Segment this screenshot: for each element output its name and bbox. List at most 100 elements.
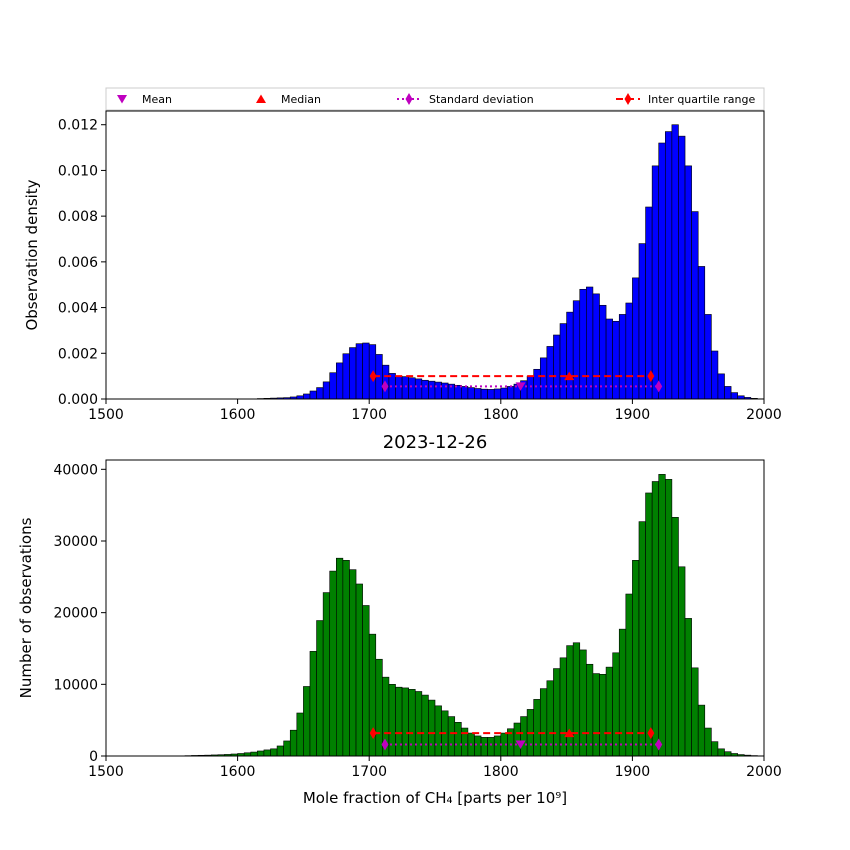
bottom-bar (533, 699, 541, 757)
top-bar (566, 311, 574, 400)
top-iqr-marker (647, 370, 655, 383)
bottom-bar (724, 751, 732, 757)
bottom-y-axis-label: Number of observations (17, 517, 35, 698)
bottom-bar (335, 557, 344, 757)
chart-title: 2023-12-26 (383, 432, 488, 453)
bottom-x-tick-label: 1700 (351, 764, 387, 780)
top-x-tick-label: 1700 (351, 407, 387, 423)
top-x-tick-label: 2000 (746, 407, 782, 423)
legend-label: Mean (142, 93, 172, 106)
legend-marker (624, 93, 632, 105)
top-bar (717, 373, 725, 400)
top-bar (730, 392, 738, 400)
bottom-bar (270, 748, 278, 757)
top-bar (592, 293, 600, 400)
bottom-bar (658, 474, 666, 757)
legend-marker (117, 95, 127, 104)
bottom-x-tick-label: 1800 (483, 764, 519, 780)
top-bar (467, 387, 475, 400)
bottom-bar (605, 666, 613, 757)
top-bar (711, 350, 719, 400)
bottom-bar (428, 699, 436, 757)
bottom-bar (480, 737, 488, 757)
bottom-bar (263, 749, 271, 757)
top-bar (697, 266, 706, 400)
top-bar (493, 388, 502, 400)
bottom-bar (487, 737, 495, 757)
bottom-summary-stats (369, 727, 663, 751)
top-bar (414, 378, 423, 400)
top-x-tick-label: 1600 (220, 407, 256, 423)
bottom-panel-counts: 1500 1600 1700 1800 1900 2000 0 10000 20000 3000… (17, 459, 782, 807)
legend-marker (405, 93, 413, 105)
bottom-bar (711, 741, 719, 757)
bottom-iqr-marker (369, 727, 377, 740)
bottom-bar (349, 569, 357, 757)
bottom-histogram-bars (184, 474, 765, 757)
legend-label: Standard deviation (429, 93, 534, 106)
bottom-bar (651, 481, 660, 757)
bottom-bar (645, 492, 653, 757)
top-bar (724, 386, 732, 400)
bottom-bar (513, 722, 521, 757)
bottom-bar (329, 570, 337, 757)
top-bar (553, 334, 561, 400)
bottom-bar (414, 691, 423, 757)
bottom-iqr-marker (647, 727, 655, 740)
top-bar (651, 165, 660, 400)
bottom-std-marker (381, 738, 389, 751)
top-bar (322, 381, 331, 400)
bottom-bar (474, 735, 482, 757)
bottom-bar (250, 751, 258, 757)
bottom-bar (697, 704, 706, 757)
legend-item: Inter quartile range (616, 93, 755, 106)
top-panel-density: 1500 1600 1700 1800 1900 2000 0.000 0.002 0.004… (23, 110, 782, 423)
top-bar (434, 381, 442, 400)
bottom-x-axis-label: Mole fraction of CH₄ [parts per 10⁹] (303, 789, 567, 807)
top-bar (329, 372, 337, 400)
bottom-bar (447, 716, 456, 757)
bottom-bar (572, 642, 581, 757)
bottom-bar (283, 740, 291, 757)
top-y-tick-label: 0.002 (58, 346, 98, 362)
top-std-marker (381, 380, 389, 393)
top-bar (401, 376, 409, 400)
top-bar (355, 343, 363, 400)
top-y-tick-label: 0.004 (58, 301, 98, 317)
top-bar (625, 302, 633, 400)
legend-item: Mean (117, 93, 172, 106)
top-bar (335, 362, 344, 400)
top-bar (664, 131, 673, 400)
top-y-tick-label: 0.006 (58, 255, 98, 271)
top-bar (533, 368, 541, 400)
legend: Mean Median Standard deviation Inter quarti… (105, 87, 765, 111)
top-bar (572, 300, 581, 400)
top-bar (678, 135, 686, 400)
bottom-bar (316, 620, 324, 757)
top-bar (586, 286, 594, 400)
legend-label: Inter quartile range (648, 93, 755, 106)
bottom-y-tick-label: 0 (89, 749, 98, 765)
top-bar (691, 211, 699, 400)
top-x-tick-label: 1900 (615, 407, 651, 423)
bottom-bar (586, 663, 594, 757)
top-bar (671, 124, 679, 400)
bottom-mean-marker (515, 740, 526, 750)
top-bar (500, 387, 508, 400)
top-y-axis-ticks: 0.000 0.002 0.004 0.006 0.008 0.010 0.012 (58, 118, 106, 408)
top-bar (474, 388, 482, 400)
bottom-bar (395, 686, 403, 757)
top-bar (388, 373, 396, 400)
top-summary-stats (369, 370, 663, 393)
bottom-bar (717, 748, 725, 757)
bottom-bar (579, 649, 587, 757)
bottom-y-axis-ticks: 0 10000 20000 30000 40000 (53, 462, 106, 765)
top-bar (441, 382, 449, 400)
bottom-bar (342, 560, 350, 757)
top-bar (362, 342, 370, 400)
bottom-bar (618, 628, 627, 757)
bottom-bar (632, 560, 640, 757)
bottom-bar (638, 521, 646, 757)
bottom-bar (664, 479, 673, 757)
legend-item: Standard deviation (397, 93, 534, 106)
